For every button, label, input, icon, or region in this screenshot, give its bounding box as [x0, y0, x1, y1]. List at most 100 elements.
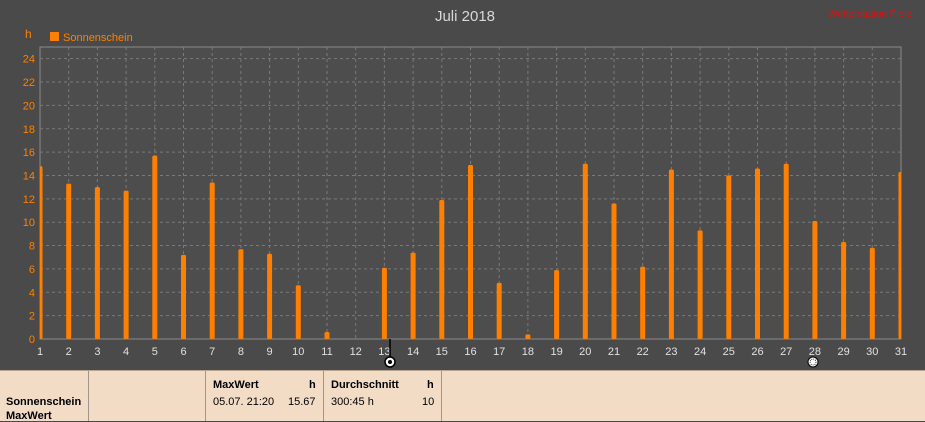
- bar-day-13: [381, 267, 387, 339]
- x-tick-label: 6: [180, 346, 186, 358]
- average-header: Durchschnitt: [331, 379, 399, 391]
- bar-day-26: [755, 168, 760, 339]
- x-tick-label: 14: [407, 346, 419, 358]
- x-tick-label: 21: [608, 346, 620, 358]
- bar-day-30: [869, 247, 875, 339]
- y-tick-label: 16: [23, 147, 35, 159]
- bar-day-14: [410, 252, 416, 339]
- x-tick-label: 3: [94, 346, 100, 358]
- bar-day-24: [697, 230, 703, 339]
- y-tick-label: 0: [29, 334, 35, 346]
- bar-day-7: [209, 182, 215, 339]
- bar-day-1: [40, 166, 43, 339]
- x-tick-label: 29: [837, 346, 849, 358]
- average-unit: h: [427, 379, 434, 391]
- average-value: 10: [422, 396, 435, 408]
- x-tick-label: 10: [292, 346, 304, 358]
- bar-day-11: [324, 331, 330, 339]
- bar-day-10: [295, 285, 301, 339]
- bar-day-17: [496, 282, 502, 339]
- y-tick-label: 10: [23, 217, 35, 229]
- x-tick-label: 27: [780, 346, 792, 358]
- x-tick-label: 4: [123, 346, 129, 358]
- bars: [40, 155, 901, 339]
- y-tick-label: 4: [29, 287, 35, 299]
- x-tick-labels: 1 2 3 4 5 6 7 8 9 10 11 12 13 14 15 16 17 18 19 20 21 22 23 24 2…: [37, 346, 907, 358]
- bar-day-29: [841, 242, 847, 339]
- x-tick-label: 11: [321, 346, 332, 358]
- maxwert-value: 15.67: [288, 396, 316, 408]
- x-tick-label: 8: [238, 346, 244, 358]
- x-tick-label: 22: [637, 346, 649, 358]
- x-tick-label: 12: [350, 346, 362, 358]
- bar-day-31: [898, 171, 901, 339]
- row-label-maxwert: MaxWert: [6, 410, 52, 422]
- x-tick-label: 9: [267, 346, 273, 358]
- bar-day-27: [783, 163, 789, 339]
- bar-day-16: [468, 164, 473, 339]
- x-tick-label: 23: [665, 346, 677, 358]
- y-tick-label: 22: [23, 77, 35, 89]
- x-tick-label: 19: [550, 346, 562, 358]
- maxwert-header: MaxWert: [213, 379, 259, 391]
- x-tick-label: 7: [209, 346, 215, 358]
- average-cell: Durchschnitt h 300:45 h 10: [324, 371, 442, 421]
- legend-label: Sonnenschein: [63, 32, 133, 44]
- x-tick-label: 20: [579, 346, 591, 358]
- x-tick-label: 1: [37, 346, 43, 358]
- bar-day-9: [267, 253, 273, 339]
- average-sum: 300:45 h: [331, 396, 374, 408]
- x-tick-label: 13: [378, 346, 390, 358]
- row-label-sunshine: Sonnenschein: [6, 396, 82, 408]
- y-tick-label: 6: [29, 264, 35, 276]
- bar-day-15: [439, 200, 445, 339]
- x-tick-label: 30: [866, 346, 878, 358]
- x-tick-label: 25: [723, 346, 735, 358]
- y-tick-label: 8: [29, 241, 35, 253]
- x-tick-label: 15: [436, 346, 448, 358]
- bar-day-25: [726, 175, 732, 339]
- y-axis-label: h: [25, 27, 32, 41]
- y-tick-label: 2: [29, 311, 35, 323]
- empty-cell: [89, 371, 206, 421]
- y-tick-label: 14: [23, 170, 35, 182]
- y-tick-label: 18: [23, 124, 35, 136]
- bar-day-21: [611, 203, 617, 339]
- x-tick-label: 2: [66, 346, 72, 358]
- bar-day-28: [812, 221, 818, 339]
- row-labels-cell: Sonnenschein MaxWert: [0, 371, 89, 422]
- x-tick-label: 28: [809, 346, 821, 358]
- bar-day-4: [123, 190, 129, 339]
- bar-day-18: [525, 334, 531, 339]
- grid-lines: [40, 47, 901, 339]
- bar-day-5: [152, 155, 158, 339]
- watermark: Wetterstation Piele: [828, 9, 912, 20]
- y-tick-label: 20: [23, 100, 35, 112]
- maxwert-cell: MaxWert h 05.07. 21:20 15.67: [206, 371, 324, 421]
- y-tick-label: 24: [23, 54, 35, 66]
- x-tick-label: 24: [694, 346, 706, 358]
- summary-panel: Sonnenschein MaxWert MaxWert h 05.07. 21…: [0, 370, 925, 422]
- maxwert-date: 05.07. 21:20: [213, 396, 275, 408]
- chart-title: Juli 2018: [435, 8, 495, 25]
- x-tick-label: 17: [493, 346, 505, 358]
- x-tick-label: 5: [152, 346, 158, 358]
- marker-28: [807, 356, 819, 368]
- bar-day-8: [238, 249, 244, 339]
- y-tick-label: 12: [23, 194, 35, 206]
- bar-day-6: [181, 254, 186, 339]
- marker-13: [384, 339, 396, 368]
- bar-day-19: [554, 270, 560, 339]
- bar-day-2: [66, 183, 72, 339]
- legend-swatch: [50, 32, 59, 41]
- x-tick-label: 16: [464, 346, 476, 358]
- x-tick-label: 31: [895, 346, 907, 358]
- bar-day-20: [582, 163, 588, 339]
- bar-day-22: [640, 266, 646, 339]
- maxwert-unit: h: [309, 379, 316, 391]
- x-tick-label: 26: [751, 346, 763, 358]
- x-tick-label: 18: [522, 346, 534, 358]
- bar-day-23: [668, 169, 674, 339]
